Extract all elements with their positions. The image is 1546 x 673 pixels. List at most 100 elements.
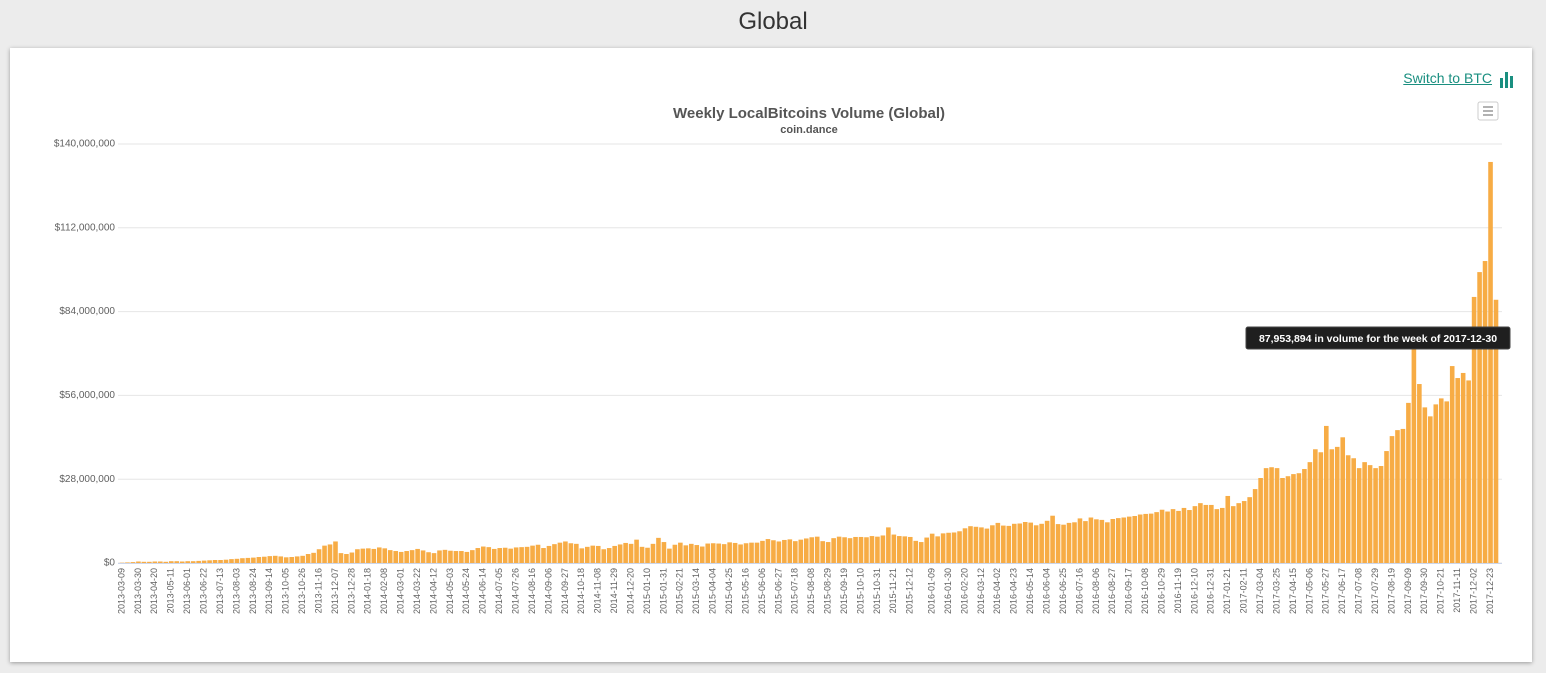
bar	[590, 545, 596, 563]
bar	[1334, 446, 1340, 563]
bar	[136, 561, 141, 563]
bar	[968, 526, 973, 563]
x-tick-label: 2017-03-04	[1255, 568, 1265, 614]
bar	[218, 560, 223, 563]
bar	[1351, 458, 1356, 563]
bar	[612, 545, 617, 563]
bar	[842, 537, 847, 563]
bar	[1192, 506, 1198, 563]
bar	[513, 547, 519, 563]
x-tick-label: 2015-11-21	[888, 568, 898, 613]
bar	[1356, 468, 1362, 563]
bar	[836, 536, 842, 563]
bar	[360, 548, 366, 563]
bar	[1083, 521, 1088, 563]
bar	[1406, 402, 1411, 563]
bar	[1340, 437, 1346, 563]
bar	[1378, 466, 1384, 563]
bar	[935, 536, 940, 563]
bar	[667, 548, 672, 563]
x-tick-label: 2015-09-19	[839, 568, 849, 614]
bar	[491, 548, 497, 563]
bar	[563, 541, 568, 563]
bar	[300, 555, 305, 563]
bar	[568, 543, 574, 563]
bar	[699, 546, 705, 563]
bar	[880, 535, 886, 563]
tooltip-text: 87,953,894 in volume for the week of 201…	[1259, 333, 1497, 345]
bar	[1050, 515, 1055, 563]
x-tick-label: 2015-06-06	[757, 568, 767, 614]
bar	[212, 560, 218, 563]
bar	[1373, 468, 1378, 563]
bar	[327, 544, 333, 563]
bar	[552, 544, 557, 563]
bar	[1214, 509, 1220, 563]
bar	[283, 557, 289, 563]
bar	[1148, 513, 1154, 563]
bar	[486, 547, 492, 563]
bar	[1318, 452, 1324, 563]
bar	[1285, 476, 1291, 563]
bar	[1395, 430, 1400, 563]
bar	[1280, 478, 1285, 563]
bar	[776, 541, 782, 563]
bar	[886, 527, 891, 563]
y-tick-label: $56,000,000	[59, 390, 115, 401]
bar	[1471, 296, 1477, 563]
x-tick-label: 2013-11-16	[313, 568, 323, 613]
x-tick-label: 2013-05-11	[166, 568, 176, 613]
x-tick-label: 2016-01-09	[927, 568, 937, 614]
x-tick-label: 2013-03-30	[133, 568, 143, 614]
bar	[929, 533, 935, 563]
bar	[130, 562, 136, 563]
bar	[771, 540, 776, 563]
x-tick-label: 2014-03-01	[396, 568, 406, 614]
bar	[1115, 518, 1121, 563]
bar	[584, 546, 590, 563]
x-tick-label: 2016-01-30	[943, 568, 953, 614]
x-tick-label: 2017-09-30	[1419, 568, 1429, 614]
bar	[847, 538, 853, 563]
bar	[349, 552, 355, 563]
bar	[393, 551, 399, 563]
bar	[574, 543, 579, 563]
bar	[902, 536, 908, 563]
x-tick-label: 2014-08-16	[527, 568, 537, 614]
bar	[951, 532, 957, 563]
bar	[1449, 366, 1455, 563]
bar	[1236, 503, 1242, 563]
bar	[1088, 517, 1094, 563]
bar	[1132, 516, 1138, 563]
bar	[174, 561, 180, 563]
bar	[1477, 272, 1482, 563]
x-tick-label: 2017-02-11	[1239, 568, 1249, 613]
x-tick-label: 2015-02-21	[675, 568, 685, 614]
x-tick-label: 2014-07-26	[511, 568, 521, 614]
x-tick-label: 2016-10-29	[1156, 568, 1166, 614]
bar	[338, 553, 344, 563]
x-tick-label: 2013-07-13	[215, 568, 225, 614]
bar	[387, 550, 393, 563]
y-tick-label: $84,000,000	[59, 306, 115, 317]
x-tick-label: 2016-08-06	[1091, 568, 1101, 614]
bar	[957, 531, 962, 563]
switch-link[interactable]: Switch to BTC	[1403, 70, 1492, 86]
x-tick-label: 2015-04-25	[724, 568, 734, 614]
bar	[946, 532, 951, 563]
bar	[1099, 519, 1105, 563]
x-tick-label: 2013-10-05	[281, 568, 291, 614]
bar	[1252, 489, 1258, 563]
bar	[240, 558, 245, 563]
x-tick-label: 2017-07-08	[1354, 568, 1364, 614]
switch-icon[interactable]	[1499, 70, 1515, 88]
x-tick-label: 2014-09-27	[560, 568, 570, 614]
x-tick-label: 2017-03-25	[1271, 568, 1281, 614]
x-tick-label: 2016-06-25	[1058, 568, 1068, 614]
bar	[1033, 525, 1039, 563]
x-tick-label: 2015-12-12	[905, 568, 915, 614]
x-tick-label: 2014-02-08	[379, 568, 389, 614]
menu-button[interactable]	[1477, 101, 1499, 121]
bar	[1230, 506, 1236, 563]
x-tick-label: 2017-07-29	[1370, 568, 1380, 614]
